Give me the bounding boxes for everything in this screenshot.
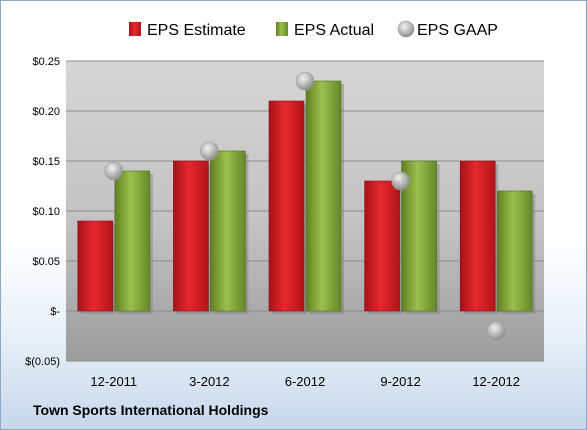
y-tick-label: $0.25 — [32, 56, 60, 68]
gaap-point — [200, 141, 219, 161]
legend-label: EPS GAAP — [417, 22, 498, 39]
x-tick-label: 12-2011 — [90, 374, 137, 389]
bars — [77, 80, 536, 314]
legend-swatch — [129, 22, 141, 36]
y-tick-label: $0.05 — [32, 256, 60, 268]
actual-bar — [210, 150, 246, 312]
gaap-point — [295, 71, 315, 91]
x-tick-label: 12-2012 — [472, 374, 520, 389]
legend-label: EPS Estimate — [147, 22, 246, 39]
gaap-point — [486, 321, 506, 341]
x-tick-label: 9-2012 — [380, 374, 420, 389]
estimate-bar — [173, 160, 209, 312]
y-axis-ticks: $(0.05) $- $0.05 $0.10 $0.15 $0.20 $0.25 — [25, 56, 60, 368]
x-tick-label: 3-2012 — [189, 374, 229, 389]
actual-bar — [496, 190, 533, 312]
estimate-bar — [364, 180, 400, 312]
actual-bar — [305, 80, 342, 312]
y-tick-label: $0.15 — [32, 156, 60, 168]
y-tick-label: $0.10 — [32, 206, 60, 218]
legend-swatch — [276, 22, 288, 36]
gaap-point — [104, 161, 124, 181]
gaap-point — [391, 171, 410, 191]
estimate-bar — [268, 100, 305, 312]
legend-label: EPS Actual — [294, 22, 374, 39]
company-name: Town Sports International Holdings — [33, 402, 269, 418]
x-axis-ticks: 12-2011 3-2012 6-2012 9-2012 12-2012 — [90, 374, 520, 389]
estimate-bar — [77, 220, 114, 312]
y-tick-label: $- — [50, 306, 60, 318]
legend-swatch — [397, 20, 415, 38]
gaap-points — [104, 71, 506, 341]
actual-bar — [114, 170, 151, 312]
legend: EPS Estimate EPS Actual EPS GAAP — [129, 20, 498, 39]
x-tick-label: 6-2012 — [285, 374, 325, 389]
estimate-bar — [459, 160, 496, 312]
y-tick-label: $(0.05) — [25, 356, 60, 368]
y-tick-label: $0.20 — [32, 106, 60, 118]
